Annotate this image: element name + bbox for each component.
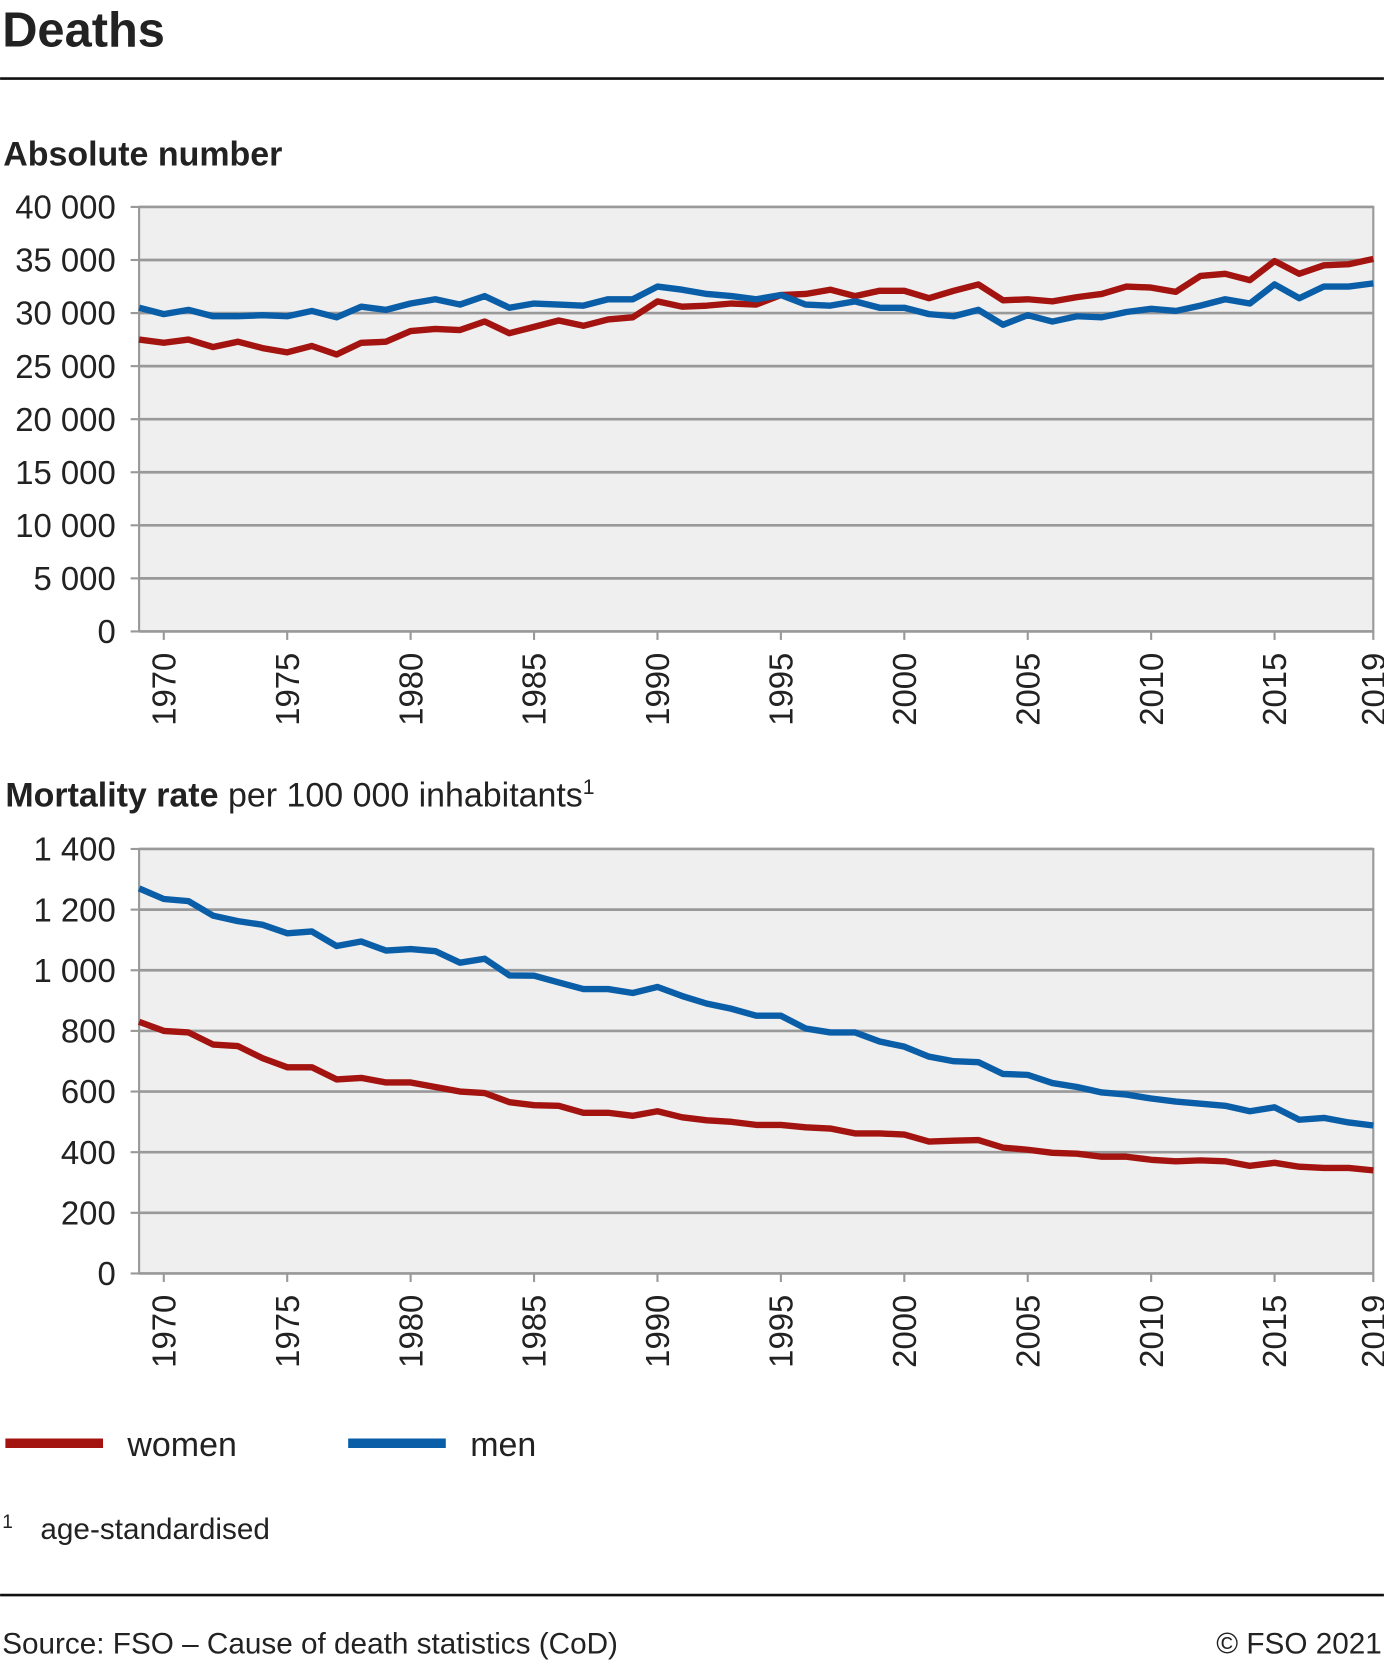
chart-title: Mortality rate per 100 000 inhabitants1 <box>5 776 594 815</box>
x-tick-label: 2010 <box>1133 653 1170 726</box>
chart-title-main: Mortality rate <box>5 777 218 815</box>
x-tick-label: 1980 <box>392 653 429 726</box>
y-tick-label: 20 000 <box>15 401 116 438</box>
x-tick-label: 2019 <box>1355 653 1384 726</box>
x-tick-label: 2005 <box>1009 1295 1046 1368</box>
y-tick-label: 400 <box>61 1134 116 1171</box>
copyright: © FSO 2021 <box>1216 1627 1382 1660</box>
legend-label: women <box>126 1426 236 1464</box>
y-tick-label: 0 <box>97 1255 115 1292</box>
y-tick-label: 5 000 <box>33 560 115 597</box>
x-tick-label: 2019 <box>1355 1295 1384 1368</box>
title-note: 1 <box>583 776 595 799</box>
y-tick-label: 1 200 <box>33 891 115 928</box>
x-tick-label: 2010 <box>1133 1295 1170 1368</box>
x-tick-label: 1995 <box>763 1295 800 1368</box>
y-tick-label: 15 000 <box>15 454 116 491</box>
x-tick-label: 1990 <box>639 1295 676 1368</box>
x-tick-label: 2015 <box>1256 653 1293 726</box>
y-tick-label: 30 000 <box>15 295 116 332</box>
x-tick-label: 2005 <box>1009 653 1046 726</box>
y-tick-label: 1 000 <box>33 952 115 989</box>
chart-title: Absolute number <box>3 136 282 174</box>
x-tick-label: 1990 <box>639 653 676 726</box>
y-tick-label: 0 <box>97 613 115 650</box>
x-tick-label: 2015 <box>1256 1295 1293 1368</box>
series-line <box>137 885 1374 1129</box>
chart-subtitle: per 100 000 inhabitants <box>228 777 583 815</box>
x-tick-label: 1970 <box>145 1295 182 1368</box>
x-tick-label: 2000 <box>886 653 923 726</box>
y-tick-label: 25 000 <box>15 348 116 385</box>
page-title: Deaths <box>2 4 165 58</box>
series-line <box>138 255 1374 358</box>
source: Source: FSO – Cause of death statistics … <box>2 1627 618 1660</box>
y-tick-label: 600 <box>61 1073 116 1110</box>
x-tick-label: 1975 <box>269 1295 306 1368</box>
x-tick-label: 1995 <box>763 653 800 726</box>
footnote: age-standardised <box>40 1513 270 1546</box>
series-line <box>138 1018 1374 1174</box>
x-tick-label: 1985 <box>516 1295 553 1368</box>
y-tick-label: 200 <box>61 1195 116 1232</box>
y-tick-label: 1 400 <box>33 831 115 868</box>
x-tick-label: 1970 <box>145 653 182 726</box>
x-tick-label: 2000 <box>886 1295 923 1368</box>
x-tick-label: 1975 <box>269 653 306 726</box>
series-line <box>138 280 1374 328</box>
y-tick-label: 10 000 <box>15 507 116 544</box>
y-tick-label: 800 <box>61 1013 116 1050</box>
footnote-mark: 1 <box>2 1512 13 1533</box>
legend-label: men <box>470 1426 536 1464</box>
plot-area <box>138 847 1375 1275</box>
y-tick-label: 35 000 <box>15 242 116 279</box>
x-tick-label: 1980 <box>392 1295 429 1368</box>
y-tick-label: 40 000 <box>15 189 116 226</box>
x-tick-label: 1985 <box>516 653 553 726</box>
